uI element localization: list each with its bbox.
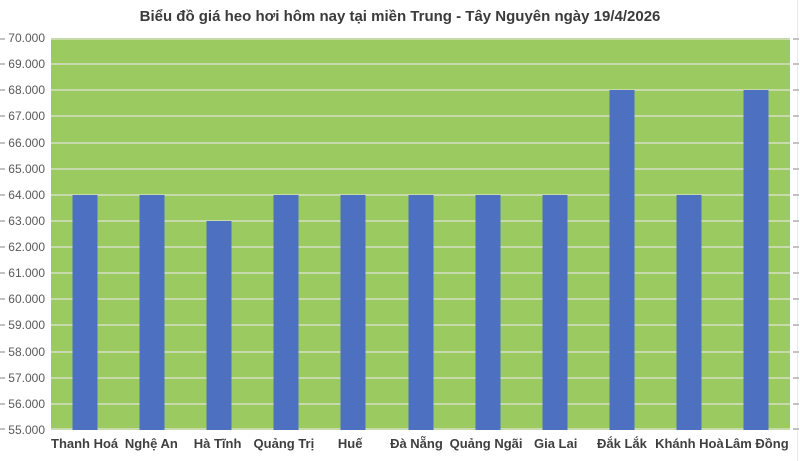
edge-tick — [0, 142, 5, 144]
x-tick-label: Đắk Lắk — [597, 436, 647, 451]
gridline — [51, 63, 790, 65]
bar — [743, 90, 769, 430]
edge-tick — [793, 428, 799, 430]
x-tick-label: Lâm Đồng — [725, 436, 789, 451]
edge-tick — [0, 324, 5, 326]
edge-tick — [0, 403, 5, 405]
edge-tick — [793, 403, 799, 405]
y-tick-label: 69.000 — [8, 57, 45, 71]
y-tick-label: 58.000 — [8, 345, 45, 359]
edge-tick — [793, 272, 799, 274]
edge-tick — [793, 194, 799, 196]
edge-tick — [793, 246, 799, 248]
x-tick-label: Quảng Ngãi — [449, 436, 523, 451]
y-tick-label: 64.000 — [8, 188, 45, 202]
edge-tick — [793, 324, 799, 326]
y-tick-label: 70.000 — [8, 31, 45, 45]
y-tick-label: 61.000 — [8, 266, 45, 280]
edge-tick — [0, 246, 5, 248]
y-tick-label: 66.000 — [8, 136, 45, 150]
x-tick-label: Đà Nẵng — [390, 436, 443, 451]
y-tick-label: 68.000 — [8, 83, 45, 97]
y-tick-label: 59.000 — [8, 318, 45, 332]
plot-area — [51, 38, 790, 430]
chart-title: Biểu đồ giá heo hơi hôm nay tại miền Tru… — [139, 8, 661, 25]
edge-tick — [0, 272, 5, 274]
y-axis-labels: 70.000 69.000 68.000 67.000 66.000 65.000 64.0… — [0, 31, 45, 437]
edge-tick — [0, 298, 5, 300]
bar-slot — [253, 38, 320, 430]
x-tick-label: Quảng Trị — [253, 436, 315, 451]
bar-slot — [656, 38, 723, 430]
bar — [475, 195, 501, 430]
edge-tick — [793, 298, 799, 300]
gridline — [51, 142, 790, 144]
bar-slot — [454, 38, 521, 430]
edge-tick — [0, 63, 5, 65]
x-tick-label: Hà Tĩnh — [193, 436, 242, 451]
y-tick-label: 65.000 — [8, 162, 45, 176]
x-tick-label: Nghệ An — [124, 436, 178, 451]
gridline — [51, 115, 790, 117]
bar-slot — [387, 38, 454, 430]
bar-slot — [118, 38, 185, 430]
y-tick-label: 62.000 — [8, 240, 45, 254]
right-edge-ticks — [793, 38, 799, 430]
bar — [72, 195, 98, 430]
bar-slot — [521, 38, 588, 430]
bars-layer — [51, 38, 790, 430]
bar — [676, 195, 702, 430]
edge-tick — [793, 351, 799, 353]
edge-tick — [793, 168, 799, 170]
y-tick-label: 57.000 — [8, 371, 45, 385]
bar — [273, 195, 299, 430]
gridline — [51, 89, 790, 91]
edge-tick — [0, 38, 5, 40]
x-tick-label: Gia Lai — [533, 436, 578, 451]
bar-slot — [589, 38, 656, 430]
bar — [340, 195, 366, 430]
left-edge-ticks — [0, 38, 5, 430]
edge-tick — [0, 115, 5, 117]
edge-tick — [793, 220, 799, 222]
y-tick-label: 55.000 — [8, 423, 45, 437]
edge-tick — [793, 63, 799, 65]
bar — [408, 195, 434, 430]
y-tick-label: 56.000 — [8, 397, 45, 411]
edge-tick — [793, 377, 799, 379]
x-tick-label: Huế — [337, 436, 363, 451]
bar — [139, 195, 165, 430]
x-axis-labels: Thanh Hoá Nghệ An Hà Tĩnh Quảng Trị Huế Đà Nẵ… — [51, 434, 790, 454]
edge-tick — [793, 89, 799, 91]
gridline — [51, 168, 790, 170]
y-tick-label: 67.000 — [8, 109, 45, 123]
bar-slot — [185, 38, 252, 430]
edge-tick — [0, 428, 5, 430]
edge-tick — [793, 142, 799, 144]
bar-slot — [320, 38, 387, 430]
bar-slot — [51, 38, 118, 430]
bar — [609, 90, 635, 430]
edge-tick — [0, 194, 5, 196]
y-tick-label: 63.000 — [8, 214, 45, 228]
edge-tick — [0, 377, 5, 379]
edge-tick — [0, 220, 5, 222]
edge-tick — [0, 351, 5, 353]
bar — [206, 221, 232, 430]
bar-slot — [723, 38, 790, 430]
edge-tick — [793, 38, 799, 40]
edge-tick — [793, 115, 799, 117]
gridline — [51, 38, 790, 40]
edge-tick — [0, 89, 5, 91]
x-tick-label: Khánh Hoà — [655, 436, 724, 451]
y-tick-label: 60.000 — [8, 292, 45, 306]
edge-tick — [0, 168, 5, 170]
right-edge-border — [797, 0, 798, 461]
bar — [542, 195, 568, 430]
x-tick-label: Thanh Hoá — [51, 436, 119, 451]
